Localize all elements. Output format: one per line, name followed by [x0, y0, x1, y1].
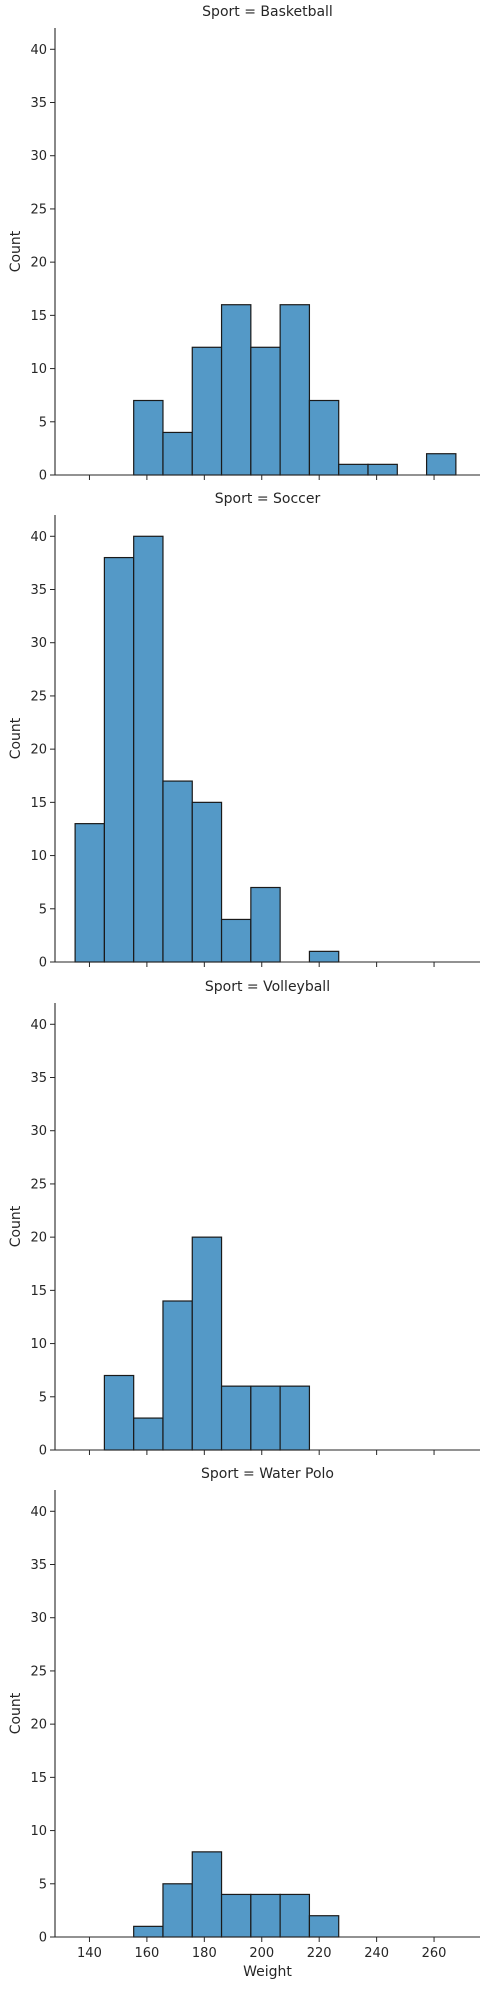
- y-tick-label: 40: [30, 1018, 47, 1033]
- histogram-bar: [103, 1374, 135, 1451]
- x-tick-label: 200: [249, 1946, 274, 1961]
- y-tick-label: 15: [30, 309, 47, 324]
- y-tick-label: 0: [39, 1444, 47, 1459]
- y-tick-label: 30: [30, 149, 47, 164]
- y-tick-label: 20: [30, 1718, 47, 1733]
- histogram-bar: [162, 780, 193, 963]
- facet-panel-3: Sport = Volleyball Count 0 5 10 15 20 25 30 35 40: [8, 979, 480, 1459]
- x-tick-label: 260: [422, 1946, 447, 1961]
- y-tick-label: 30: [30, 636, 47, 651]
- y-tick-label: 20: [30, 256, 47, 271]
- y-tick-label: 10: [30, 1337, 47, 1352]
- y-tick-label: 25: [30, 1177, 47, 1192]
- histogram-bar: [220, 1893, 252, 1938]
- histogram-bar: [133, 535, 164, 963]
- y-tick-label: 5: [39, 1877, 47, 1892]
- y-axis-label: Count: [8, 1692, 24, 1734]
- y-tick-label: 35: [30, 1071, 47, 1086]
- y-tick-label: 0: [39, 1931, 47, 1946]
- histogram-bar: [133, 399, 164, 476]
- panel-title: Sport = Basketball: [202, 4, 333, 20]
- y-tick-label: 15: [30, 1284, 47, 1299]
- y-tick-label: 10: [30, 1824, 47, 1839]
- histogram-bar: [133, 1417, 164, 1451]
- y-tick-label: 40: [30, 530, 47, 545]
- y-tick-label: 5: [39, 1390, 47, 1405]
- histogram-bar: [133, 1925, 164, 1938]
- histogram-bar: [279, 1893, 311, 1938]
- y-tick-label: 30: [30, 1611, 47, 1626]
- histogram-bar: [162, 1883, 193, 1938]
- y-tick-label: 0: [39, 956, 47, 971]
- panel-title: Sport = Soccer: [215, 491, 321, 507]
- histogram-bar: [250, 886, 281, 963]
- histogram-bar: [367, 463, 398, 476]
- histogram-bar: [162, 1300, 193, 1451]
- y-axis-label: Count: [8, 717, 24, 759]
- y-tick-label: 35: [30, 96, 47, 111]
- histogram-bar: [308, 399, 340, 476]
- histogram-bar: [425, 453, 457, 476]
- histogram-bar: [162, 431, 193, 476]
- histogram-bar: [74, 823, 105, 963]
- histogram-bar: [250, 1893, 281, 1938]
- y-tick-label: 25: [30, 202, 47, 217]
- histogram-bar: [308, 950, 340, 963]
- y-tick-label: 25: [30, 689, 47, 704]
- y-tick-label: 0: [39, 469, 47, 484]
- x-tick-label: 140: [77, 1946, 102, 1961]
- y-tick-label: 40: [30, 1505, 47, 1520]
- y-tick-label: 5: [39, 902, 47, 917]
- y-tick-label: 20: [30, 743, 47, 758]
- y-tick-label: 10: [30, 849, 47, 864]
- histogram-bar: [220, 918, 252, 963]
- histogram-bar: [338, 463, 369, 476]
- y-tick-label: 35: [30, 583, 47, 598]
- x-tick-label: 160: [134, 1946, 159, 1961]
- y-tick-label: 15: [30, 1771, 47, 1786]
- histogram-bar: [250, 1385, 281, 1451]
- histogram-bar: [250, 346, 281, 476]
- facet-panel-4: Sport = Water Polo Count 0 5 10 15 20 25 30 35 40 1…: [8, 1466, 480, 1980]
- y-tick-label: 25: [30, 1664, 47, 1679]
- x-tick-label: 180: [192, 1946, 217, 1961]
- histogram-bar: [220, 304, 252, 476]
- histogram-bar: [191, 801, 223, 963]
- histogram-bar: [279, 1385, 311, 1451]
- y-axis-label: Count: [8, 230, 24, 272]
- x-axis-label: Weight: [243, 1964, 292, 1980]
- histogram-bar: [220, 1385, 252, 1451]
- y-tick-label: 40: [30, 43, 47, 58]
- panel-title: Sport = Water Polo: [201, 1466, 334, 1482]
- y-tick-label: 10: [30, 362, 47, 377]
- y-tick-label: 5: [39, 415, 47, 430]
- histogram-bar: [191, 1236, 223, 1451]
- histogram-bar: [279, 304, 311, 476]
- facet-panel-2: Sport = Soccer Count 0 5 10 15 20 25 30 35 40: [8, 491, 480, 971]
- y-tick-label: 20: [30, 1231, 47, 1246]
- y-tick-label: 35: [30, 1558, 47, 1573]
- y-tick-label: 15: [30, 796, 47, 811]
- facet-panel-1: Sport = Basketball Count 0 5 10 15 20 25 30 35 40: [8, 4, 480, 484]
- panel-title: Sport = Volleyball: [205, 979, 330, 995]
- y-axis-label: Count: [8, 1205, 24, 1247]
- histogram-bar: [191, 1851, 223, 1938]
- x-tick-label: 240: [364, 1946, 389, 1961]
- histogram-bar: [308, 1915, 340, 1938]
- y-tick-label: 30: [30, 1124, 47, 1139]
- x-tick-label: 220: [307, 1946, 332, 1961]
- histogram-bar: [103, 556, 135, 963]
- histogram-bar: [191, 346, 223, 476]
